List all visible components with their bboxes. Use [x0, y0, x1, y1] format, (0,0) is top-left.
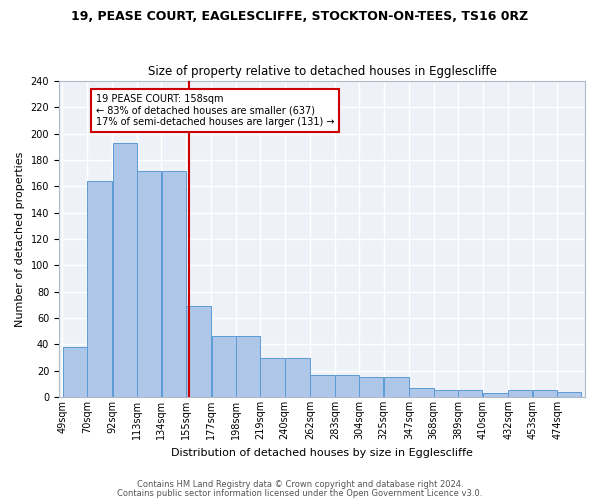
Bar — [508, 390, 532, 397]
Bar — [384, 378, 409, 397]
Bar — [260, 358, 284, 397]
Text: Contains public sector information licensed under the Open Government Licence v3: Contains public sector information licen… — [118, 488, 482, 498]
Bar — [533, 390, 557, 397]
Text: Contains HM Land Registry data © Crown copyright and database right 2024.: Contains HM Land Registry data © Crown c… — [137, 480, 463, 489]
Bar — [458, 390, 482, 397]
Bar — [335, 374, 359, 397]
Bar — [310, 374, 335, 397]
Bar — [113, 143, 137, 397]
Bar — [236, 336, 260, 397]
Bar — [483, 393, 508, 397]
Bar — [359, 378, 383, 397]
Bar — [557, 392, 581, 397]
Bar — [434, 390, 458, 397]
Bar — [62, 347, 86, 397]
Text: 19 PEASE COURT: 158sqm
← 83% of detached houses are smaller (637)
17% of semi-de: 19 PEASE COURT: 158sqm ← 83% of detached… — [96, 94, 334, 127]
Bar — [409, 388, 434, 397]
Y-axis label: Number of detached properties: Number of detached properties — [15, 152, 25, 326]
Bar — [137, 170, 161, 397]
X-axis label: Distribution of detached houses by size in Egglescliffe: Distribution of detached houses by size … — [171, 448, 473, 458]
Bar — [161, 170, 185, 397]
Bar — [87, 181, 112, 397]
Bar — [186, 306, 211, 397]
Title: Size of property relative to detached houses in Egglescliffe: Size of property relative to detached ho… — [148, 66, 496, 78]
Text: 19, PEASE COURT, EAGLESCLIFFE, STOCKTON-ON-TEES, TS16 0RZ: 19, PEASE COURT, EAGLESCLIFFE, STOCKTON-… — [71, 10, 529, 23]
Bar — [212, 336, 236, 397]
Bar — [285, 358, 310, 397]
